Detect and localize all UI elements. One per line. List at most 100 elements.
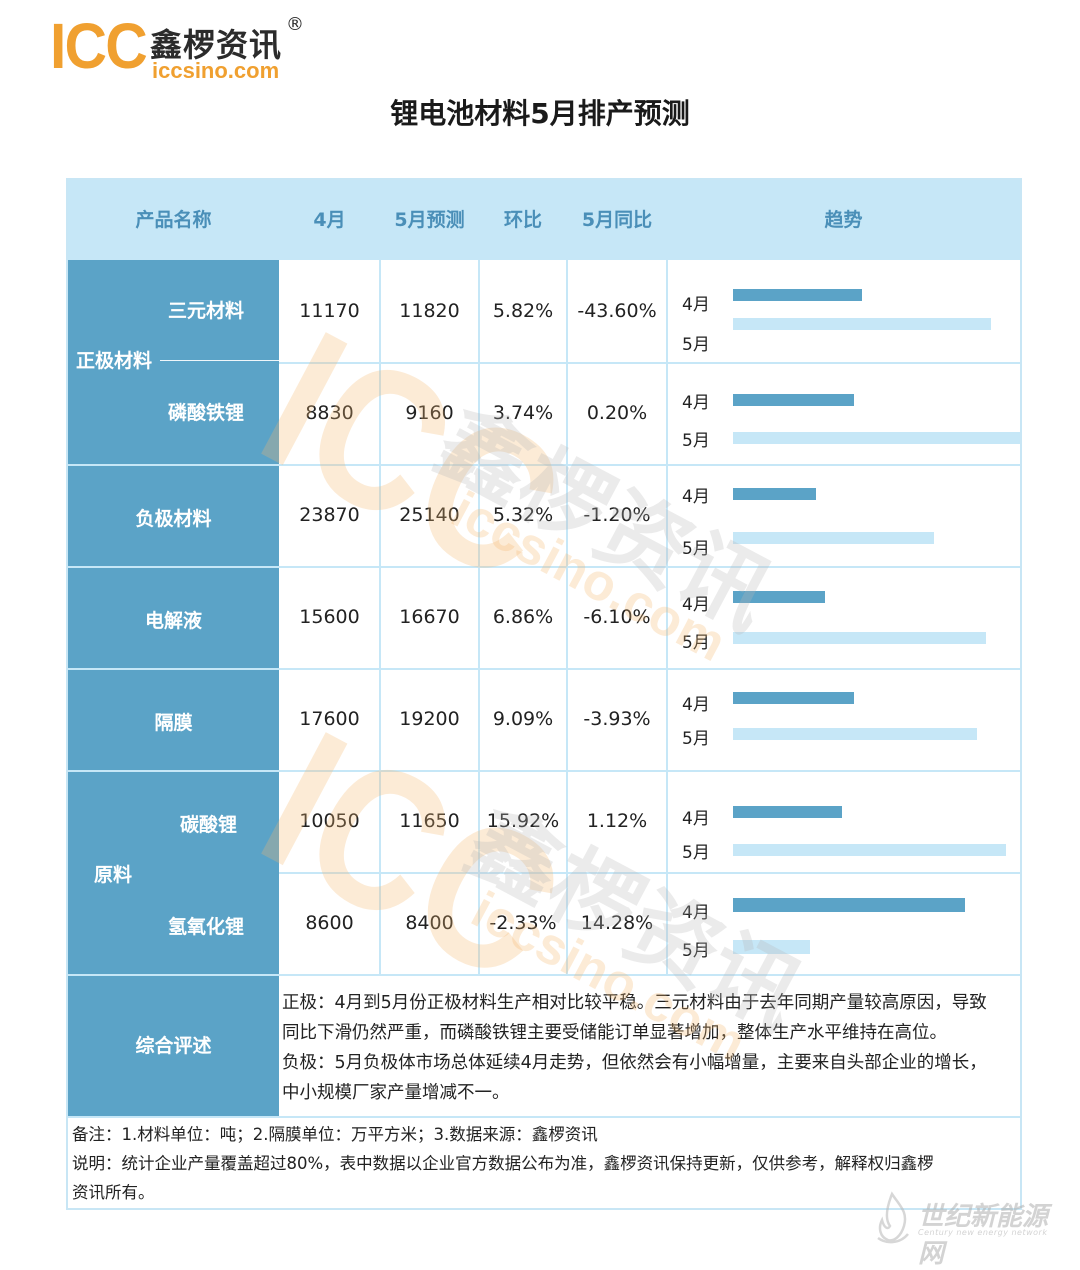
product-name: 电解液 — [144, 610, 202, 632]
summary-line: 中小规模厂家产量增减不一。 — [282, 1083, 510, 1103]
yoy-value: 0.20% — [586, 402, 648, 424]
yoy-value: -3.93% — [583, 708, 651, 730]
apr-value: 17600 — [299, 708, 360, 730]
trend-bar-may — [733, 318, 991, 330]
trend-label-apr: 4月 — [682, 393, 710, 413]
table-row: 15600 16670 6.86% -6.10% 4月 5月 — [68, 566, 1020, 668]
apr-value: 23870 — [299, 504, 360, 526]
flame-logo-icon — [877, 1191, 909, 1244]
header-apr: 4月 — [313, 209, 346, 231]
row-divider — [68, 668, 1020, 670]
table-header — [68, 180, 1020, 260]
apr-value: 8830 — [305, 402, 354, 424]
col-divider — [566, 260, 568, 974]
document-title: 锂电池材料5月排产预测 — [390, 97, 690, 130]
product-name: 氢氧化锂 — [168, 916, 245, 938]
product-name: 隔膜 — [154, 712, 193, 734]
footer-brand-cn: 世纪新能源网 — [918, 1202, 1049, 1269]
notes: 备注：1.材料单位：吨；2.隔膜单位：万平方米；3.数据来源：鑫椤资讯 说明：统… — [72, 1120, 1016, 1207]
group-separator: 隔膜 — [68, 670, 279, 770]
row-divider — [279, 362, 1020, 364]
may-forecast-value: 8400 — [405, 912, 454, 934]
summary-line: 负极：5月负极体市场总体延续4月走势，但依然会有小幅增量，主要来自头部企业的增长… — [282, 1053, 987, 1073]
trend-label-apr: 4月 — [682, 809, 710, 829]
table-row: 11170 11820 5.82% -43.60% 4月 5月 — [68, 260, 1020, 362]
yoy-value: 14.28% — [580, 912, 654, 934]
note-line: 说明：统计企业产量覆盖超过80%，表中数据以企业官方数据公布为准，鑫椤资讯保持更… — [72, 1154, 934, 1173]
mom-value: 5.82% — [492, 300, 554, 322]
may-forecast-value: 9160 — [405, 402, 454, 424]
apr-value: 11170 — [299, 300, 360, 322]
trend-label-apr: 4月 — [682, 487, 710, 507]
footer-brand: 世纪新能源网 Century new energy network — [870, 1190, 1070, 1269]
may-forecast-value: 11820 — [399, 300, 460, 322]
group-label: 正极材料 — [76, 350, 153, 372]
forecast-table: 产品名称 4月 5月预测 环比 5月同比 趋势 三元材料 磷酸铁锂 正极材料 负… — [66, 178, 1022, 1210]
trend-label-apr: 4月 — [682, 595, 710, 615]
trend-label-may: 5月 — [682, 335, 710, 355]
trend-label-may: 5月 — [682, 941, 710, 961]
trend-label-may: 5月 — [682, 633, 710, 653]
footer-brand-en: Century new energy network — [918, 1228, 1048, 1237]
trend-label-may: 5月 — [682, 431, 710, 451]
apr-value: 15600 — [299, 606, 360, 628]
group-divider — [160, 360, 279, 361]
group-cathode: 三元材料 磷酸铁锂 正极材料 — [68, 260, 279, 464]
may-forecast-value: 19200 — [399, 708, 460, 730]
mom-value: 3.74% — [492, 402, 554, 424]
yoy-value: -1.20% — [583, 504, 651, 526]
trend-label-may: 5月 — [682, 539, 710, 559]
header-trend: 趋势 — [824, 209, 863, 231]
trend-bar-apr — [733, 394, 854, 406]
trend-bar-may — [733, 432, 1020, 444]
logo: ICC 鑫椤资讯 ® iccsino.com — [50, 14, 310, 84]
group-anode: 负极材料 — [68, 466, 279, 566]
product-name: 负极材料 — [135, 508, 212, 530]
summary-text: 正极：4月到5月份正极材料生产相对比较平稳。三元材料由于去年同期产量较高原因，导… — [282, 988, 1012, 1108]
row-divider — [68, 770, 1020, 772]
trend-bar-may — [733, 844, 1006, 856]
trend-bar-apr — [733, 591, 825, 603]
header-product: 产品名称 — [135, 209, 212, 231]
group-raw: 碳酸锂 氢氧化锂 原料 — [68, 772, 279, 976]
product-name: 碳酸锂 — [180, 814, 238, 836]
trend-label-may: 5月 — [682, 729, 710, 749]
trend-bar-apr — [733, 898, 965, 912]
row-divider — [68, 464, 1020, 466]
col-divider — [478, 260, 480, 974]
logo-url: iccsino.com — [152, 58, 280, 83]
table-row: 23870 25140 5.32% -1.20% 4月 5月 — [68, 464, 1020, 566]
trend-label-apr: 4月 — [682, 295, 710, 315]
may-forecast-value: 11650 — [399, 810, 460, 832]
trend-bar-may — [733, 632, 986, 644]
logo-icc-text: ICC — [50, 10, 148, 82]
trend-bar-may — [733, 728, 977, 740]
product-name: 三元材料 — [168, 300, 245, 322]
table-row: 10050 11650 15.92% 1.12% 4月 5月 — [68, 770, 1020, 872]
row-divider — [279, 872, 1020, 874]
row-divider — [68, 1116, 1020, 1118]
apr-value: 8600 — [305, 912, 354, 934]
trend-bar-apr — [733, 806, 842, 818]
header-may-forecast: 5月预测 — [394, 209, 465, 231]
trend-label-apr: 4月 — [682, 695, 710, 715]
note-line: 资讯所有。 — [72, 1183, 155, 1202]
group-electrolyte: 电解液 — [68, 568, 279, 668]
note-line: 备注：1.材料单位：吨；2.隔膜单位：万平方米；3.数据来源：鑫椤资讯 — [72, 1125, 598, 1144]
summary-line: 正极：4月到5月份正极材料生产相对比较平稳。三元材料由于去年同期产量较高原因，导… — [282, 993, 987, 1013]
trend-label-apr: 4月 — [682, 903, 710, 923]
yoy-value: -43.60% — [577, 300, 657, 322]
mom-value: 6.86% — [492, 606, 554, 628]
col-divider — [666, 260, 668, 974]
may-forecast-value: 25140 — [399, 504, 460, 526]
registered-mark: ® — [286, 14, 304, 35]
yoy-value: 1.12% — [586, 810, 648, 832]
trend-label-may: 5月 — [682, 843, 710, 863]
trend-bar-apr — [733, 692, 854, 704]
row-divider — [68, 566, 1020, 568]
logo-chinese-name: 鑫椤资讯 — [150, 26, 283, 64]
header-mom: 环比 — [503, 209, 542, 231]
group-label: 原料 — [94, 864, 133, 886]
mom-value: 5.32% — [492, 504, 554, 526]
trend-bar-apr — [733, 289, 862, 301]
